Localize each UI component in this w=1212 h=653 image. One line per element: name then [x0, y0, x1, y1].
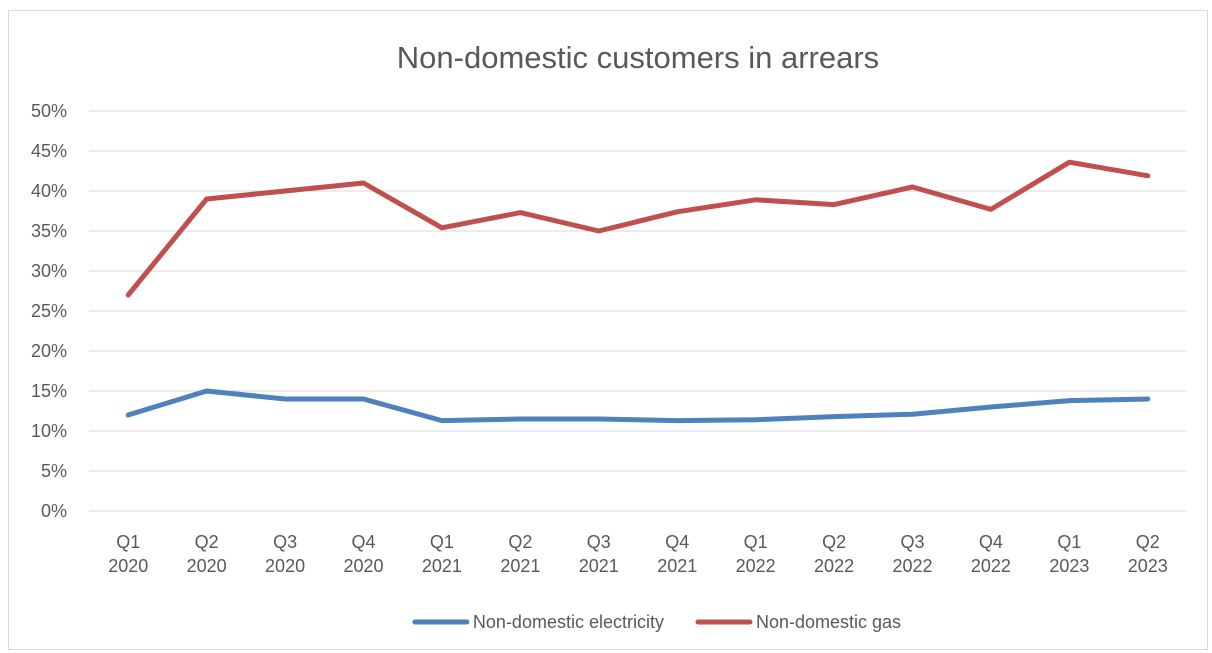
x-tick-label: Q2 2021 — [500, 532, 540, 576]
series-line-electricity — [125, 388, 1151, 424]
x-tick-label: Q1 2021 — [422, 532, 462, 576]
x-tick-label: Q3 2022 — [892, 532, 932, 576]
y-tick-label: 20% — [31, 341, 67, 361]
x-tick-label: Q1 2020 — [108, 532, 148, 576]
y-tick-label: 45% — [31, 141, 67, 161]
x-tick-label: Q3 2021 — [579, 532, 619, 576]
x-tick-label: Q2 2020 — [187, 532, 227, 576]
x-axis-ticks: Q1 2020 Q2 2020 Q3 2020 Q4 2020 Q1 2021 Q2 2021 Q3 20… — [108, 532, 1168, 576]
y-tick-label: 5% — [41, 461, 67, 481]
x-tick-label: Q4 2022 — [971, 532, 1011, 576]
legend: Non-domestic electricity Non-domestic gas — [412, 612, 901, 632]
gridlines — [89, 110, 1187, 512]
y-axis-ticks: 0% 5% 10% 15% 20% 25% 30% 35% 40% 45% 50% — [31, 101, 67, 521]
y-tick-label: 40% — [31, 181, 67, 201]
legend-label: Non-domestic electricity — [473, 612, 664, 632]
chart-title: Non-domestic customers in arrears — [397, 40, 879, 75]
x-tick-label: Q3 2020 — [265, 532, 305, 576]
x-tick-label: Q2 2023 — [1128, 532, 1168, 576]
legend-label: Non-domestic gas — [756, 612, 901, 632]
y-tick-label: 35% — [31, 221, 67, 241]
chart-frame: Non-domestic customers in arrears 0% 5% 10… — [8, 10, 1208, 650]
x-tick-label: Q4 2020 — [343, 532, 383, 576]
x-tick-label: Q2 2022 — [814, 532, 854, 576]
y-tick-label: 30% — [31, 261, 67, 281]
y-tick-label: 15% — [31, 381, 67, 401]
x-tick-label: Q1 2023 — [1049, 532, 1089, 576]
series-line-gas — [125, 159, 1151, 298]
y-tick-label: 50% — [31, 101, 67, 121]
x-tick-label: Q4 2021 — [657, 532, 697, 576]
line-chart: Non-domestic customers in arrears 0% 5% 10… — [31, 40, 1187, 632]
y-tick-label: 0% — [41, 501, 67, 521]
x-tick-label: Q1 2022 — [736, 532, 776, 576]
series-lines — [125, 159, 1151, 424]
y-tick-label: 25% — [31, 301, 67, 321]
y-tick-label: 10% — [31, 421, 67, 441]
